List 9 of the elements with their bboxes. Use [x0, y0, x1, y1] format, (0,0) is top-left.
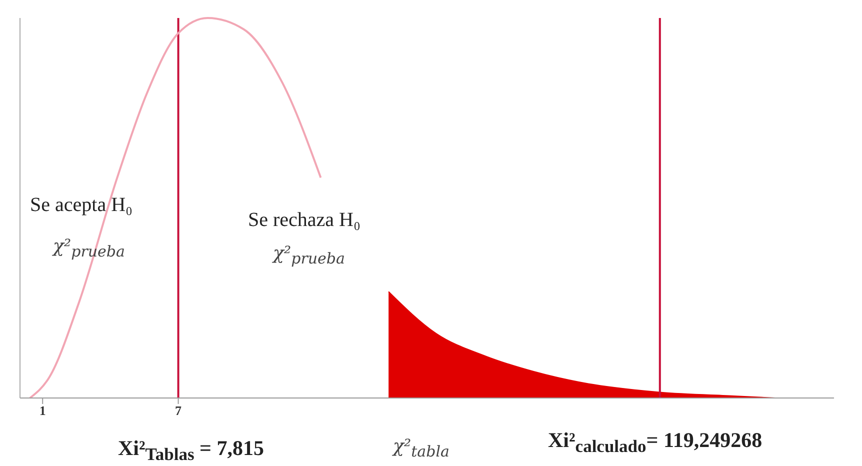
- text: Xi²$_{Tablas}$ = 7,815: [118, 436, 264, 466]
- text: χ²$_{tabla}$: [393, 436, 450, 461]
- annotation: χ²$_{prueba}$: [273, 243, 345, 268]
- annotation: Se rechaza H₀: [248, 208, 360, 232]
- annotation: χ²$_{prueba}$: [53, 236, 125, 261]
- x-tick-label: 7: [175, 403, 182, 418]
- annotation: Se acepta H₀: [30, 193, 132, 217]
- x-tick-label: 1: [39, 403, 46, 418]
- text: Xi²$_{calculado}$= 119,249268: [548, 428, 762, 458]
